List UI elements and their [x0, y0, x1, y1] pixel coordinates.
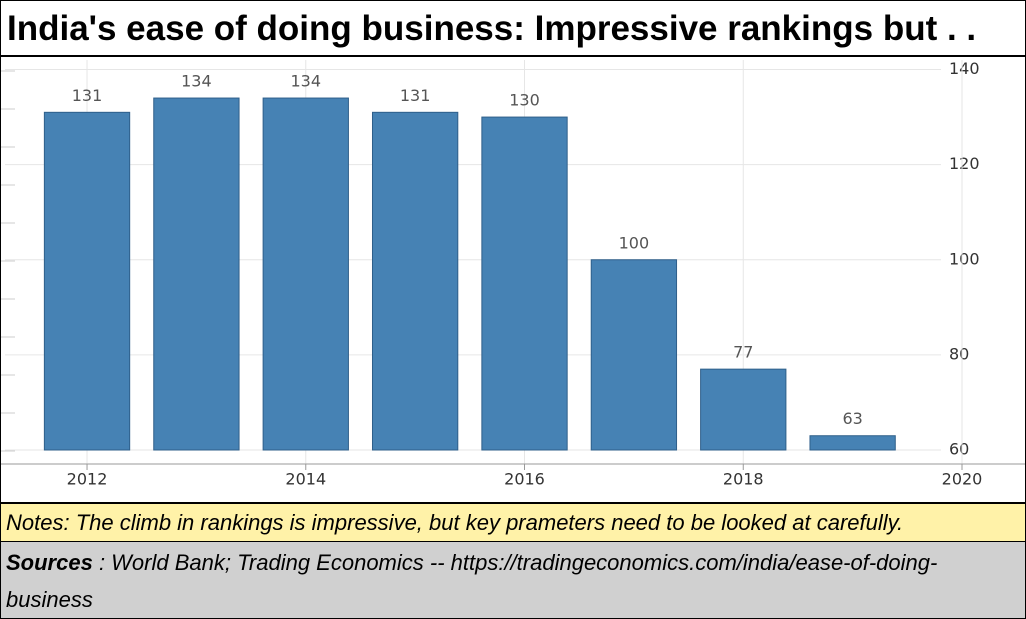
- bar: [153, 97, 240, 451]
- value-label: 131: [72, 86, 103, 105]
- y-tick-label: 60: [949, 440, 969, 459]
- x-tick-label: 2020: [942, 470, 983, 489]
- x-tick-label: 2016: [504, 470, 545, 489]
- x-tick-label: 2018: [723, 470, 764, 489]
- value-label: 100: [619, 233, 650, 252]
- bar: [700, 368, 787, 451]
- value-label: 131: [400, 86, 431, 105]
- value-label: 63: [842, 409, 862, 428]
- value-label: 77: [733, 343, 753, 362]
- value-label: 130: [509, 91, 540, 110]
- y-tick-label: 140: [949, 59, 980, 78]
- chart: 60 80 100 120 140 2012 2014 2016 2018 2020 131 134 1…: [1, 59, 1025, 489]
- notes: Notes: The climb in rankings is impressi…: [1, 502, 1025, 542]
- value-label: 134: [290, 72, 321, 91]
- x-tick-label: 2012: [67, 470, 108, 489]
- bar: [809, 435, 896, 451]
- bar: [262, 97, 349, 451]
- y-tick-label: 80: [949, 344, 969, 363]
- x-tick-label: 2014: [285, 470, 326, 489]
- bar: [590, 259, 678, 451]
- source-label: Sources: [6, 550, 93, 575]
- y-tick-label: 120: [949, 154, 980, 173]
- y-tick-label: 100: [949, 249, 980, 268]
- source-text: : World Bank; Trading Economics -- https…: [6, 550, 938, 612]
- sources: Sources : World Bank; Trading Economics …: [1, 542, 1025, 618]
- bar: [481, 116, 568, 451]
- value-label: 134: [181, 72, 212, 91]
- bar: [371, 111, 459, 451]
- bar: [43, 111, 131, 451]
- chart-title: India's ease of doing business: Impressi…: [1, 1, 1025, 57]
